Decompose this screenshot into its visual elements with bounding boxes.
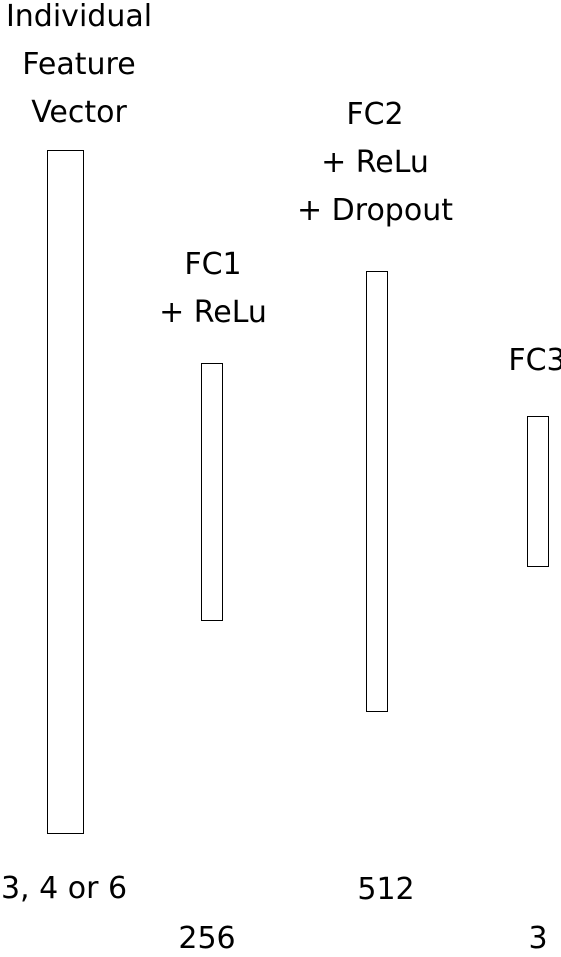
- input-layer-title-line: Feature: [22, 47, 136, 82]
- fc1-layer-title: FC1 + ReLu: [159, 241, 267, 337]
- input-layer-title-line: Individual: [5, 0, 153, 34]
- fc3-layer-title-line: FC3: [508, 343, 561, 378]
- fc2-layer-title-line: + ReLu: [321, 145, 429, 180]
- fc1-layer-title-line: + ReLu: [159, 295, 267, 330]
- fc2-layer-size: 512: [357, 872, 415, 907]
- fc2-layer-title-line: FC2: [346, 97, 404, 132]
- fc3-layer-bar: [527, 416, 549, 567]
- fc1-layer-title-line: FC1: [184, 247, 242, 282]
- fc2-layer-title-line: + Dropout: [297, 193, 453, 228]
- input-layer-size: 3, 4 or 6: [0, 871, 128, 906]
- fc3-layer-title: FC3: [508, 337, 561, 385]
- fc2-layer-bar: [366, 271, 388, 712]
- fc1-layer-bar: [201, 363, 223, 621]
- fc1-layer-size: 256: [178, 921, 236, 956]
- input-layer-bar: [47, 150, 84, 834]
- input-layer-title-line: Vector: [31, 95, 127, 130]
- fc2-layer-title: FC2 + ReLu + Dropout: [297, 91, 453, 235]
- input-layer-title: Individual Feature Vector: [6, 0, 152, 137]
- fc3-layer-size: 3: [528, 921, 548, 956]
